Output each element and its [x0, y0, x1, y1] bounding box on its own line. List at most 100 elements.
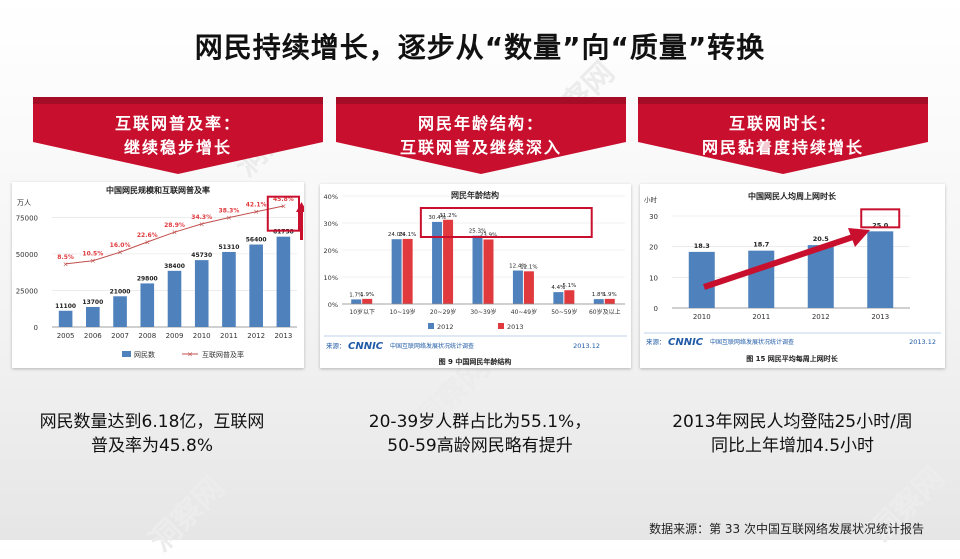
legend-label: 网民数 [134, 350, 155, 359]
hours-chart: 中国网民人均周上网时长 小时 0 10 20 30 18.3 2010 18.7 2011 20.5… [644, 191, 941, 363]
y-tick-label: 30 [649, 213, 658, 221]
bar [276, 236, 291, 327]
highlight-box [860, 208, 901, 229]
legend-marker: × [187, 351, 193, 359]
x-tick-label: 30~39岁 [470, 308, 496, 316]
y-tick-label: 0 [654, 305, 658, 313]
bar [553, 292, 564, 304]
caption-age: 20-39岁人群占比为55.1%， 50-59高龄网民略有提升 [330, 410, 630, 458]
line-marker: × [63, 260, 69, 268]
chart-panel-age: 网民年龄结构 0% 10% 20% 30% 40% 1.7% 1.9% 10岁以下 24.0% 24… [320, 184, 631, 368]
legend-swatch [498, 323, 504, 329]
line-value-label: 16.0% [110, 242, 131, 249]
bar-value-label: 13700 [82, 299, 103, 306]
banner-line2: 网民黏着度持续增长 [701, 138, 864, 157]
bar [523, 271, 534, 304]
bar [593, 299, 604, 304]
bar [167, 270, 182, 327]
footer-source-text: 中国互联网络发展状况统计调查 [710, 338, 794, 346]
x-tick-label: 10~19岁 [389, 308, 415, 316]
bar-value-label: 23.9% [480, 232, 497, 238]
banner-arrow-shape [638, 97, 928, 174]
bar-value-label: 11100 [55, 303, 76, 310]
series-line [65, 205, 284, 265]
legend-label: 2012 [437, 323, 454, 331]
bar-value-label: 12.4% [509, 264, 526, 270]
bar [249, 244, 263, 327]
up-arrow [296, 202, 304, 240]
bar [113, 296, 127, 327]
banner-line1: 互联网时长： [728, 114, 837, 133]
banner-line1: 互联网普及率： [114, 114, 241, 133]
x-tick-label: 2012 [812, 313, 830, 321]
line-value-label: 28.9% [164, 222, 185, 229]
x-tick-label: 2005 [57, 332, 75, 340]
footer-date: 2013.12 [909, 338, 936, 346]
watermark: 洞察网 [143, 470, 232, 559]
legend-label: 2013 [507, 323, 524, 331]
figure-caption: 图 15 网民平均每周上网时长 [746, 354, 839, 363]
bar-value-label: 4.4% [551, 285, 565, 291]
legend-swatch [428, 323, 434, 329]
trend-arrow-head [848, 228, 870, 247]
line-value-label: 10.5% [82, 251, 103, 258]
bar-value-label: 45730 [191, 252, 212, 259]
bar-value-label: 21000 [110, 288, 131, 295]
bar [86, 306, 100, 327]
x-tick-label: 2010 [693, 313, 711, 321]
bar-value-label: 18.7 [753, 241, 769, 249]
bar [564, 290, 575, 304]
footer-source-label: 来源： [326, 341, 346, 350]
bar [140, 283, 155, 327]
line-value-label: 45.8% [273, 196, 294, 203]
x-tick-label: 2013 [871, 313, 889, 321]
bar-value-label: 30.4% [428, 215, 445, 221]
highlight-box [266, 195, 300, 232]
bar [512, 270, 523, 304]
bar [58, 310, 73, 327]
highlight-box [419, 207, 593, 238]
y-tick-label: 40% [324, 193, 338, 201]
bar-value-label: 38400 [164, 263, 185, 270]
bar-value-label: 5.1% [562, 283, 576, 289]
chart-panel-users: 中国网民规模和互联网普及率 万人 0 25000 50000 75000 11100 2005… [12, 182, 304, 368]
caption-line1: 20-39岁人群占比为55.1%， [368, 412, 592, 432]
y-tick-label: 75000 [16, 214, 38, 222]
bar-value-label: 31.2% [439, 213, 456, 219]
bar-value-label: 51310 [219, 244, 240, 251]
figure-caption: 图 9 中国网民年龄结构 [439, 357, 512, 366]
caption-line2: 50-59高龄网民略有提升 [387, 436, 573, 456]
x-tick-label: 40~49岁 [511, 308, 537, 316]
y-tick-label: 30% [324, 220, 338, 228]
y-tick-label: 20% [324, 247, 338, 255]
y-tick-label: 10 [649, 274, 658, 282]
banner-age-structure: 网民年龄结构： 互联网普及继续深入 [336, 94, 626, 174]
x-tick-label: 2013 [274, 332, 292, 340]
caption-line2: 同比上年增加4.5小时 [710, 436, 875, 456]
x-tick-label: 60岁及以上 [589, 308, 621, 316]
line-value-label: 22.6% [137, 232, 158, 239]
bar [748, 250, 775, 308]
chart-title: 网民年龄结构 [451, 190, 499, 200]
bar-value-label: 61758 [273, 229, 294, 236]
x-tick-label: 20~29岁 [430, 308, 456, 316]
line-value-label: 34.3% [191, 214, 212, 221]
y-tick-label: 25000 [16, 287, 38, 295]
bar [391, 239, 402, 304]
caption-line2: 普及率为45.8% [90, 436, 213, 456]
line-marker: × [280, 203, 286, 211]
line-marker: × [199, 220, 205, 228]
banner-arrow-shape [33, 97, 323, 174]
bar-value-label: 24.0% [388, 232, 405, 238]
bar-value-label: 20.5 [813, 235, 830, 243]
bar-value-label: 1.9% [603, 292, 617, 298]
x-tick-label: 2012 [247, 332, 265, 340]
x-tick-label: 2011 [220, 332, 238, 340]
y-axis-label: 小时 [644, 195, 658, 204]
bar-value-label: 1.9% [360, 292, 374, 298]
bar [807, 245, 834, 308]
bar [604, 298, 615, 304]
x-tick-label: 2010 [193, 332, 211, 340]
banner-online-time: 互联网时长： 网民黏着度持续增长 [638, 94, 928, 174]
line-marker: × [144, 238, 150, 246]
